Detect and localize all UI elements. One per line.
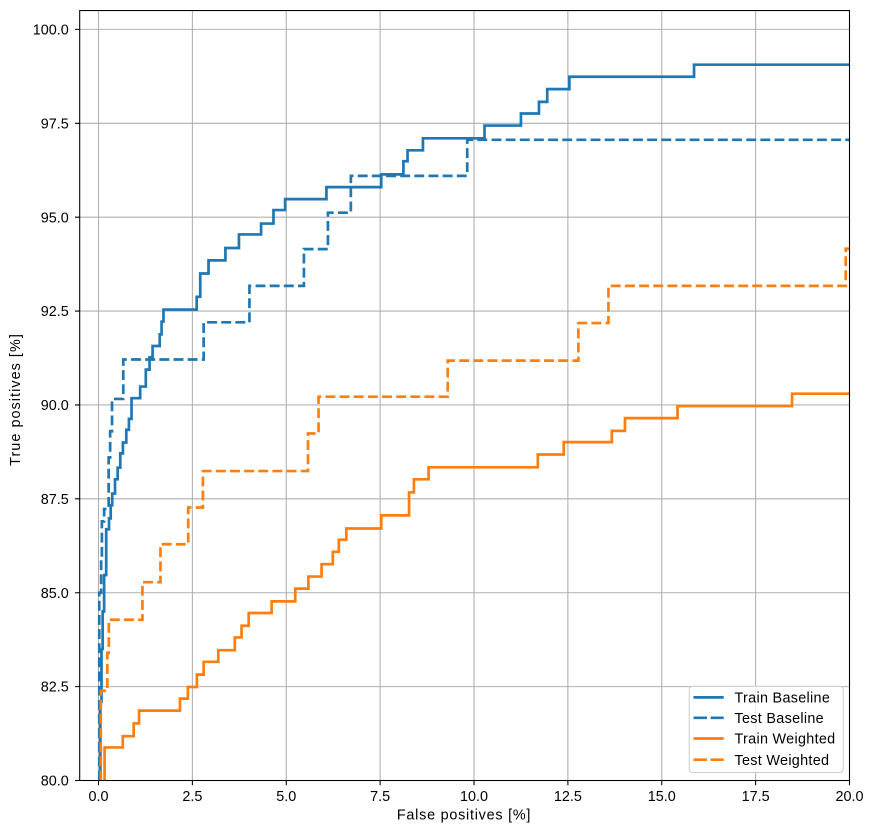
svg-text:7.5: 7.5 (370, 789, 390, 805)
svg-text:82.5: 82.5 (41, 680, 69, 696)
svg-text:17.5: 17.5 (742, 789, 770, 805)
svg-text:Train Baseline: Train Baseline (735, 691, 831, 707)
svg-text:True positives [%]: True positives [%] (8, 333, 24, 466)
svg-text:Test Baseline: Test Baseline (735, 711, 825, 727)
svg-text:5.0: 5.0 (276, 789, 296, 805)
svg-text:2.5: 2.5 (182, 789, 202, 805)
svg-text:80.0: 80.0 (41, 774, 69, 790)
svg-text:False positives [%]: False positives [%] (397, 808, 531, 824)
svg-text:10.0: 10.0 (460, 789, 488, 805)
svg-text:15.0: 15.0 (648, 789, 676, 805)
svg-text:87.5: 87.5 (41, 492, 69, 508)
svg-text:20.0: 20.0 (835, 789, 863, 805)
svg-text:97.5: 97.5 (41, 116, 69, 132)
svg-text:12.5: 12.5 (554, 789, 582, 805)
svg-text:85.0: 85.0 (41, 586, 69, 602)
svg-text:90.0: 90.0 (41, 398, 69, 414)
svg-text:92.5: 92.5 (41, 304, 69, 320)
svg-text:Train Weighted: Train Weighted (735, 732, 836, 748)
svg-text:Test Weighted: Test Weighted (735, 753, 830, 769)
svg-text:0.0: 0.0 (88, 789, 108, 805)
svg-text:95.0: 95.0 (41, 210, 69, 226)
svg-text:100.0: 100.0 (33, 23, 69, 39)
